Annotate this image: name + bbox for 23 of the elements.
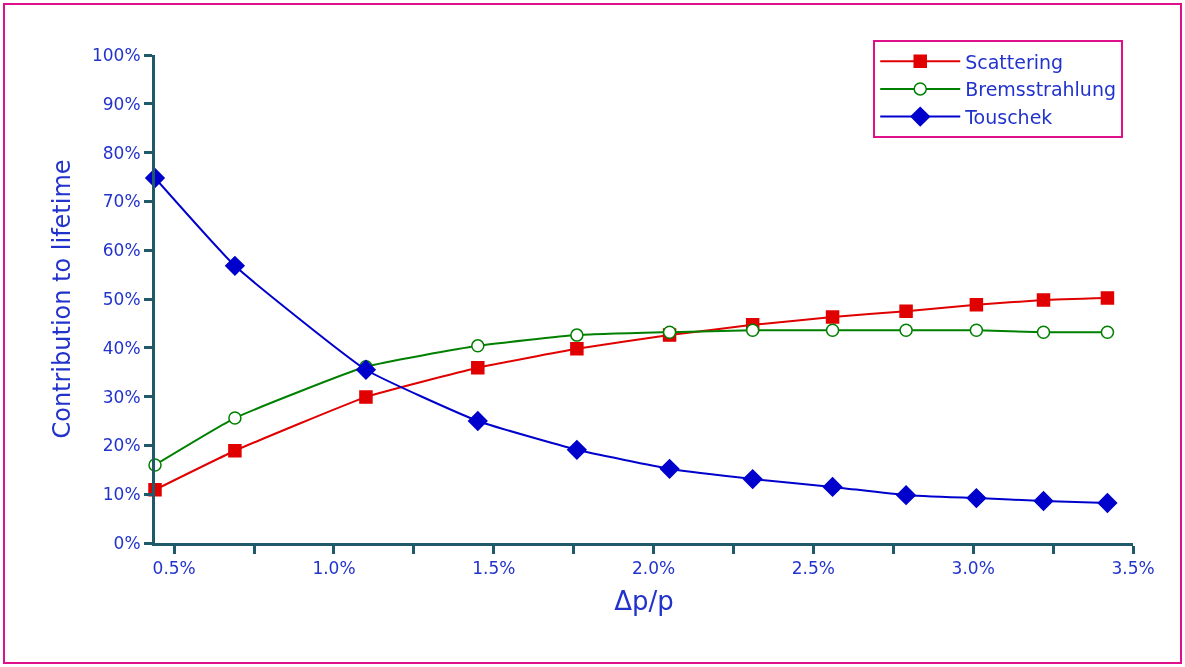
y-tick-label: 90% <box>102 93 141 114</box>
x-tick-label: 0.5% <box>152 558 196 579</box>
x-tick-label: 1.0% <box>312 558 356 579</box>
y-tick-label: 60% <box>102 240 141 261</box>
y-tick-label: 30% <box>102 386 141 407</box>
x-tick-label: 2.5% <box>791 558 835 579</box>
x-tick-label: 1.5% <box>472 558 516 579</box>
x-axis-title: Δp/p <box>614 586 674 617</box>
legend-label: Touschek <box>964 106 1053 129</box>
y-tick-label: 0% <box>113 532 141 553</box>
y-tick-label: 50% <box>102 288 141 309</box>
legend-label: Scattering <box>965 50 1064 73</box>
legend-label: Bremsstrahlung <box>965 78 1117 101</box>
x-tick-label: 3.5% <box>1111 558 1155 579</box>
y-axis-title: Contribution to lifetime <box>48 159 77 439</box>
x-tick-label: 2.0% <box>631 558 676 579</box>
y-tick-label: 80% <box>102 142 141 163</box>
y-tick-label: 40% <box>102 337 141 358</box>
y-tick-label: 70% <box>102 191 141 212</box>
y-tick-label: 20% <box>102 435 141 456</box>
y-tick-label: 100% <box>91 44 141 65</box>
y-tick-label: 10% <box>102 484 141 505</box>
x-tick-label: 3.0% <box>951 558 995 579</box>
